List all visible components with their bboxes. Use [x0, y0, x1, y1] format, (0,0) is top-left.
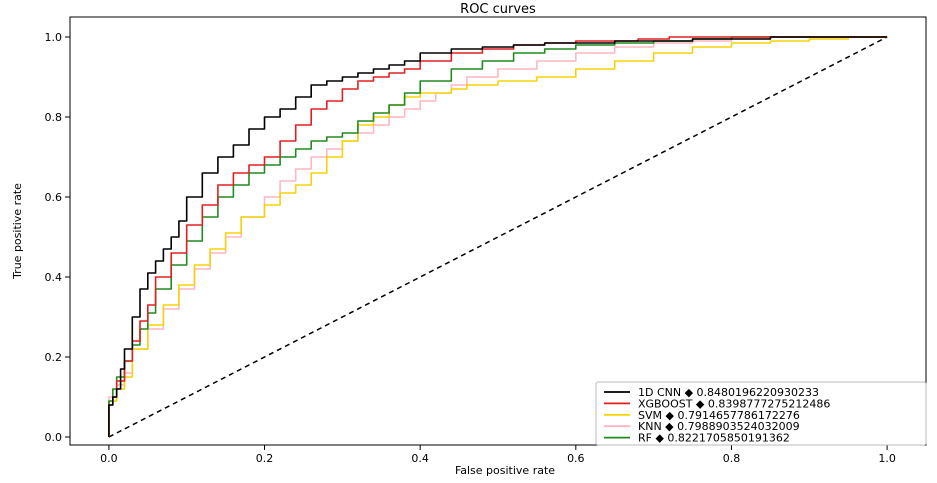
legend-label: XGBOOST ◆ 0.8398777275212486 — [638, 397, 830, 410]
plot-frame — [69, 16, 927, 446]
legend-label: KNN ◆ 0.7988903524032009 — [638, 420, 800, 433]
chart-title: ROC curves — [460, 2, 536, 17]
x-tick-label: 1.0 — [878, 452, 896, 465]
x-tick-label: 0.2 — [256, 452, 274, 465]
x-tick-label: 0.4 — [411, 452, 429, 465]
y-tick-label: 0.2 — [45, 351, 63, 364]
legend-label: 1D CNN ◆ 0.8480196220930233 — [638, 386, 819, 399]
series-line-2 — [108, 36, 888, 437]
y-tick-label: 0.6 — [45, 191, 63, 204]
legend-box — [595, 381, 927, 446]
x-tick-label: 0.8 — [723, 452, 741, 465]
y-axis-label: True positive rate — [11, 183, 24, 280]
y-tick-label: 0.8 — [45, 111, 63, 124]
y-tick-label: 0.0 — [45, 431, 63, 444]
y-axis: 0.0 0.2 0.4 0.6 0.8 1.0 — [45, 31, 70, 444]
series-line-0 — [108, 36, 888, 437]
reference-diagonal-line — [108, 36, 888, 438]
series-line-4 — [108, 36, 888, 437]
y-tick-label: 0.4 — [45, 271, 63, 284]
plot-area — [108, 36, 888, 438]
legend-label: RF ◆ 0.8221705850191362 — [638, 432, 790, 445]
x-axis-label: False positive rate — [455, 464, 555, 477]
x-tick-label: 0.0 — [100, 452, 118, 465]
legend-label: SVM ◆ 0.7914657786172276 — [638, 409, 800, 422]
y-tick-label: 1.0 — [45, 31, 63, 44]
x-axis: 0.0 0.2 0.4 0.6 0.8 1.0 — [100, 445, 896, 465]
x-tick-label: 0.6 — [567, 452, 585, 465]
